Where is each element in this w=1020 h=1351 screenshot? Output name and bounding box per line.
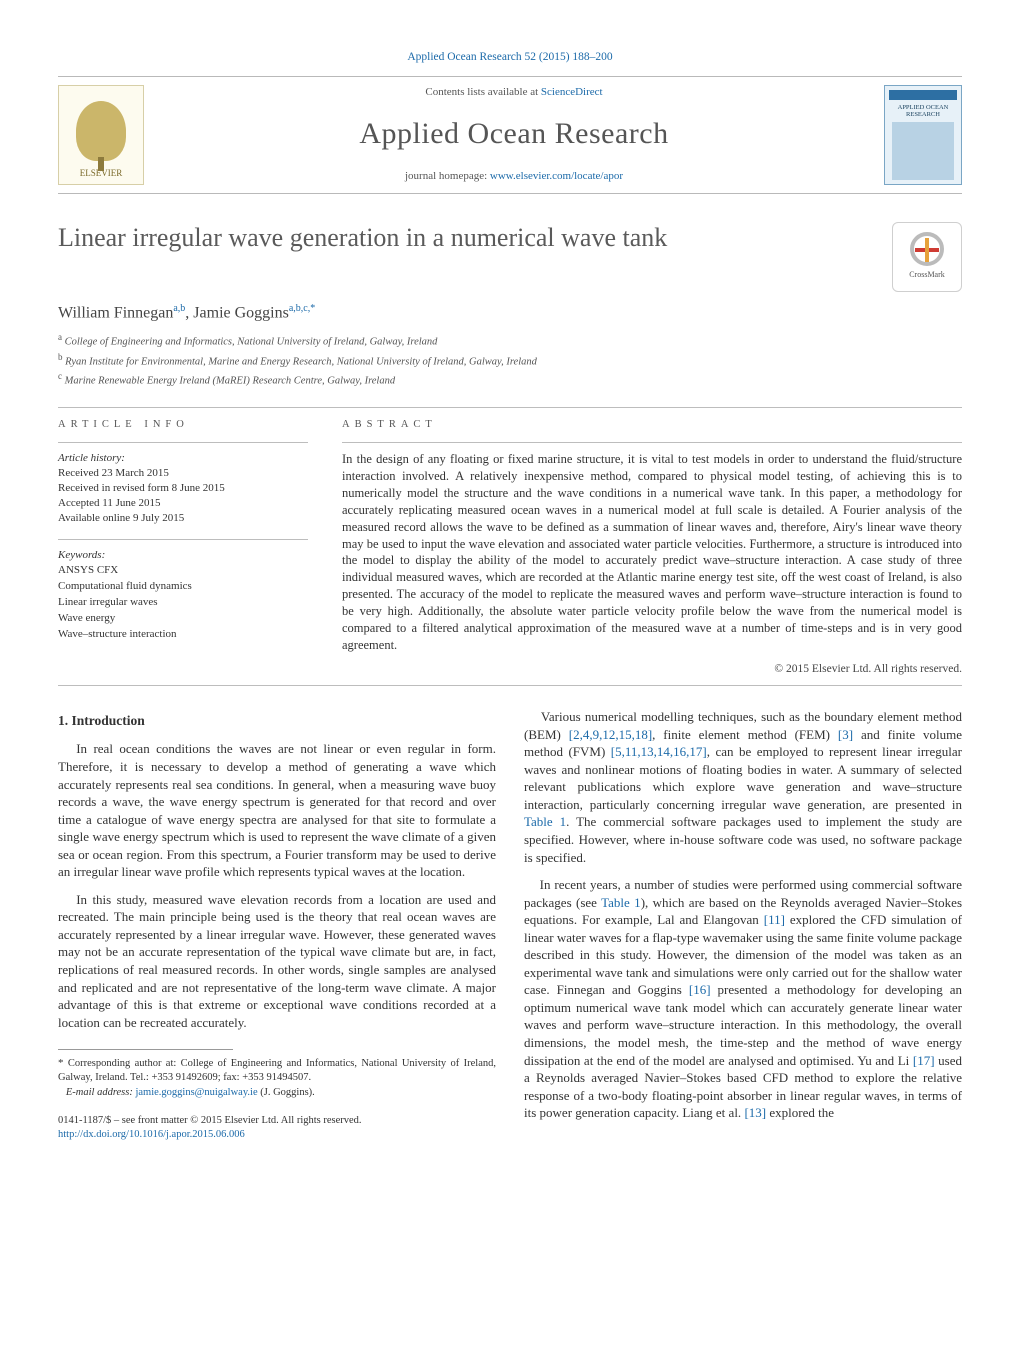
crossmark-badge[interactable]: CrossMark <box>892 222 962 292</box>
abstract-heading: abstract <box>342 418 962 432</box>
keywords-list: ANSYS CFX Computational fluid dynamics L… <box>58 563 308 643</box>
citation[interactable]: [17] <box>913 1053 935 1068</box>
author-1: William Finnegan <box>58 304 173 321</box>
history-online: Available online 9 July 2015 <box>58 511 308 526</box>
keyword: Wave energy <box>58 611 308 627</box>
homepage-prefix: journal homepage: <box>405 170 490 182</box>
keyword: Linear irregular waves <box>58 595 308 611</box>
sciencedirect-link[interactable]: ScienceDirect <box>541 86 603 98</box>
history-accepted: Accepted 11 June 2015 <box>58 496 308 511</box>
contents-prefix: Contents lists available at <box>425 86 540 98</box>
body-p1: In real ocean conditions the waves are n… <box>58 740 496 880</box>
citation[interactable]: [11] <box>764 912 785 927</box>
cover-title: APPLIED OCEAN RESEARCH <box>889 104 957 118</box>
email-suffix: (J. Goggins). <box>258 1087 315 1098</box>
journal-reference: Applied Ocean Research 52 (2015) 188–200 <box>58 50 962 66</box>
email-label: E-mail address: <box>66 1087 136 1098</box>
corr-email-link[interactable]: jamie.goggins@nuigalway.ie <box>135 1087 257 1098</box>
front-matter-line: 0141-1187/$ – see front matter © 2015 El… <box>58 1114 496 1128</box>
body-p3: Various numerical modelling techniques, … <box>524 708 962 866</box>
keyword: Wave–structure interaction <box>58 627 308 643</box>
citation[interactable]: [5,11,13,14,16,17] <box>611 744 707 759</box>
table-ref[interactable]: Table 1 <box>524 814 566 829</box>
publisher-logo: ELSEVIER <box>58 85 144 185</box>
journal-cover-thumb: APPLIED OCEAN RESEARCH <box>884 85 962 185</box>
footer-block: 0141-1187/$ – see front matter © 2015 El… <box>58 1114 496 1142</box>
divider <box>58 685 962 686</box>
author-2: Jamie Goggins <box>193 304 289 321</box>
body-p2: In this study, measured wave elevation r… <box>58 891 496 1031</box>
body-p4: In recent years, a number of studies wer… <box>524 876 962 1122</box>
author-2-corr-star: * <box>310 303 315 314</box>
contents-line: Contents lists available at ScienceDirec… <box>156 85 872 100</box>
crossmark-icon <box>910 232 944 266</box>
history-received: Received 23 March 2015 <box>58 466 308 481</box>
affil-c: Marine Renewable Energy Ireland (MaREI) … <box>65 375 395 386</box>
article-info-heading: article info <box>58 418 308 432</box>
keywords-label: Keywords: <box>58 548 308 563</box>
journal-homepage-link[interactable]: www.elsevier.com/locate/apor <box>490 170 623 182</box>
elsevier-tree-icon <box>76 101 126 161</box>
paper-title: Linear irregular wave generation in a nu… <box>58 222 667 253</box>
affiliations: a College of Engineering and Informatics… <box>58 331 962 389</box>
citation[interactable]: [16] <box>689 982 711 997</box>
affil-a: College of Engineering and Informatics, … <box>65 337 438 348</box>
footnote-separator <box>58 1049 233 1050</box>
footnote-text: Corresponding author at: College of Engi… <box>58 1058 496 1083</box>
citation[interactable]: [13] <box>744 1105 766 1120</box>
corresponding-footnote: * Corresponding author at: College of En… <box>58 1056 496 1100</box>
divider <box>58 539 308 540</box>
abstract-text: In the design of any floating or fixed m… <box>342 451 962 654</box>
history-label: Article history: <box>58 451 308 466</box>
affil-b: Ryan Institute for Environmental, Marine… <box>65 356 537 367</box>
homepage-line: journal homepage: www.elsevier.com/locat… <box>156 169 872 184</box>
footnote-star: * <box>58 1057 64 1069</box>
history-revised: Received in revised form 8 June 2015 <box>58 481 308 496</box>
body-columns: 1. Introduction In real ocean conditions… <box>58 708 962 1142</box>
section-1-heading: 1. Introduction <box>58 712 496 730</box>
authors: William Finnegana,b, Jamie Gogginsa,b,c,… <box>58 302 962 324</box>
keyword: ANSYS CFX <box>58 563 308 579</box>
table-ref[interactable]: Table 1 <box>601 895 641 910</box>
citation[interactable]: [2,4,9,12,15,18] <box>569 727 652 742</box>
abstract-copyright: © 2015 Elsevier Ltd. All rights reserved… <box>342 662 962 678</box>
journal-name: Applied Ocean Research <box>156 114 872 155</box>
journal-header: ELSEVIER Contents lists available at Sci… <box>58 76 962 194</box>
doi-link[interactable]: http://dx.doi.org/10.1016/j.apor.2015.06… <box>58 1129 245 1140</box>
crossmark-label: CrossMark <box>909 270 945 281</box>
divider <box>342 442 962 443</box>
divider <box>58 442 308 443</box>
divider <box>58 407 962 408</box>
author-1-affil: a,b <box>173 303 185 314</box>
citation[interactable]: [3] <box>838 727 853 742</box>
author-2-affil: a,b,c, <box>289 303 310 314</box>
keyword: Computational fluid dynamics <box>58 579 308 595</box>
